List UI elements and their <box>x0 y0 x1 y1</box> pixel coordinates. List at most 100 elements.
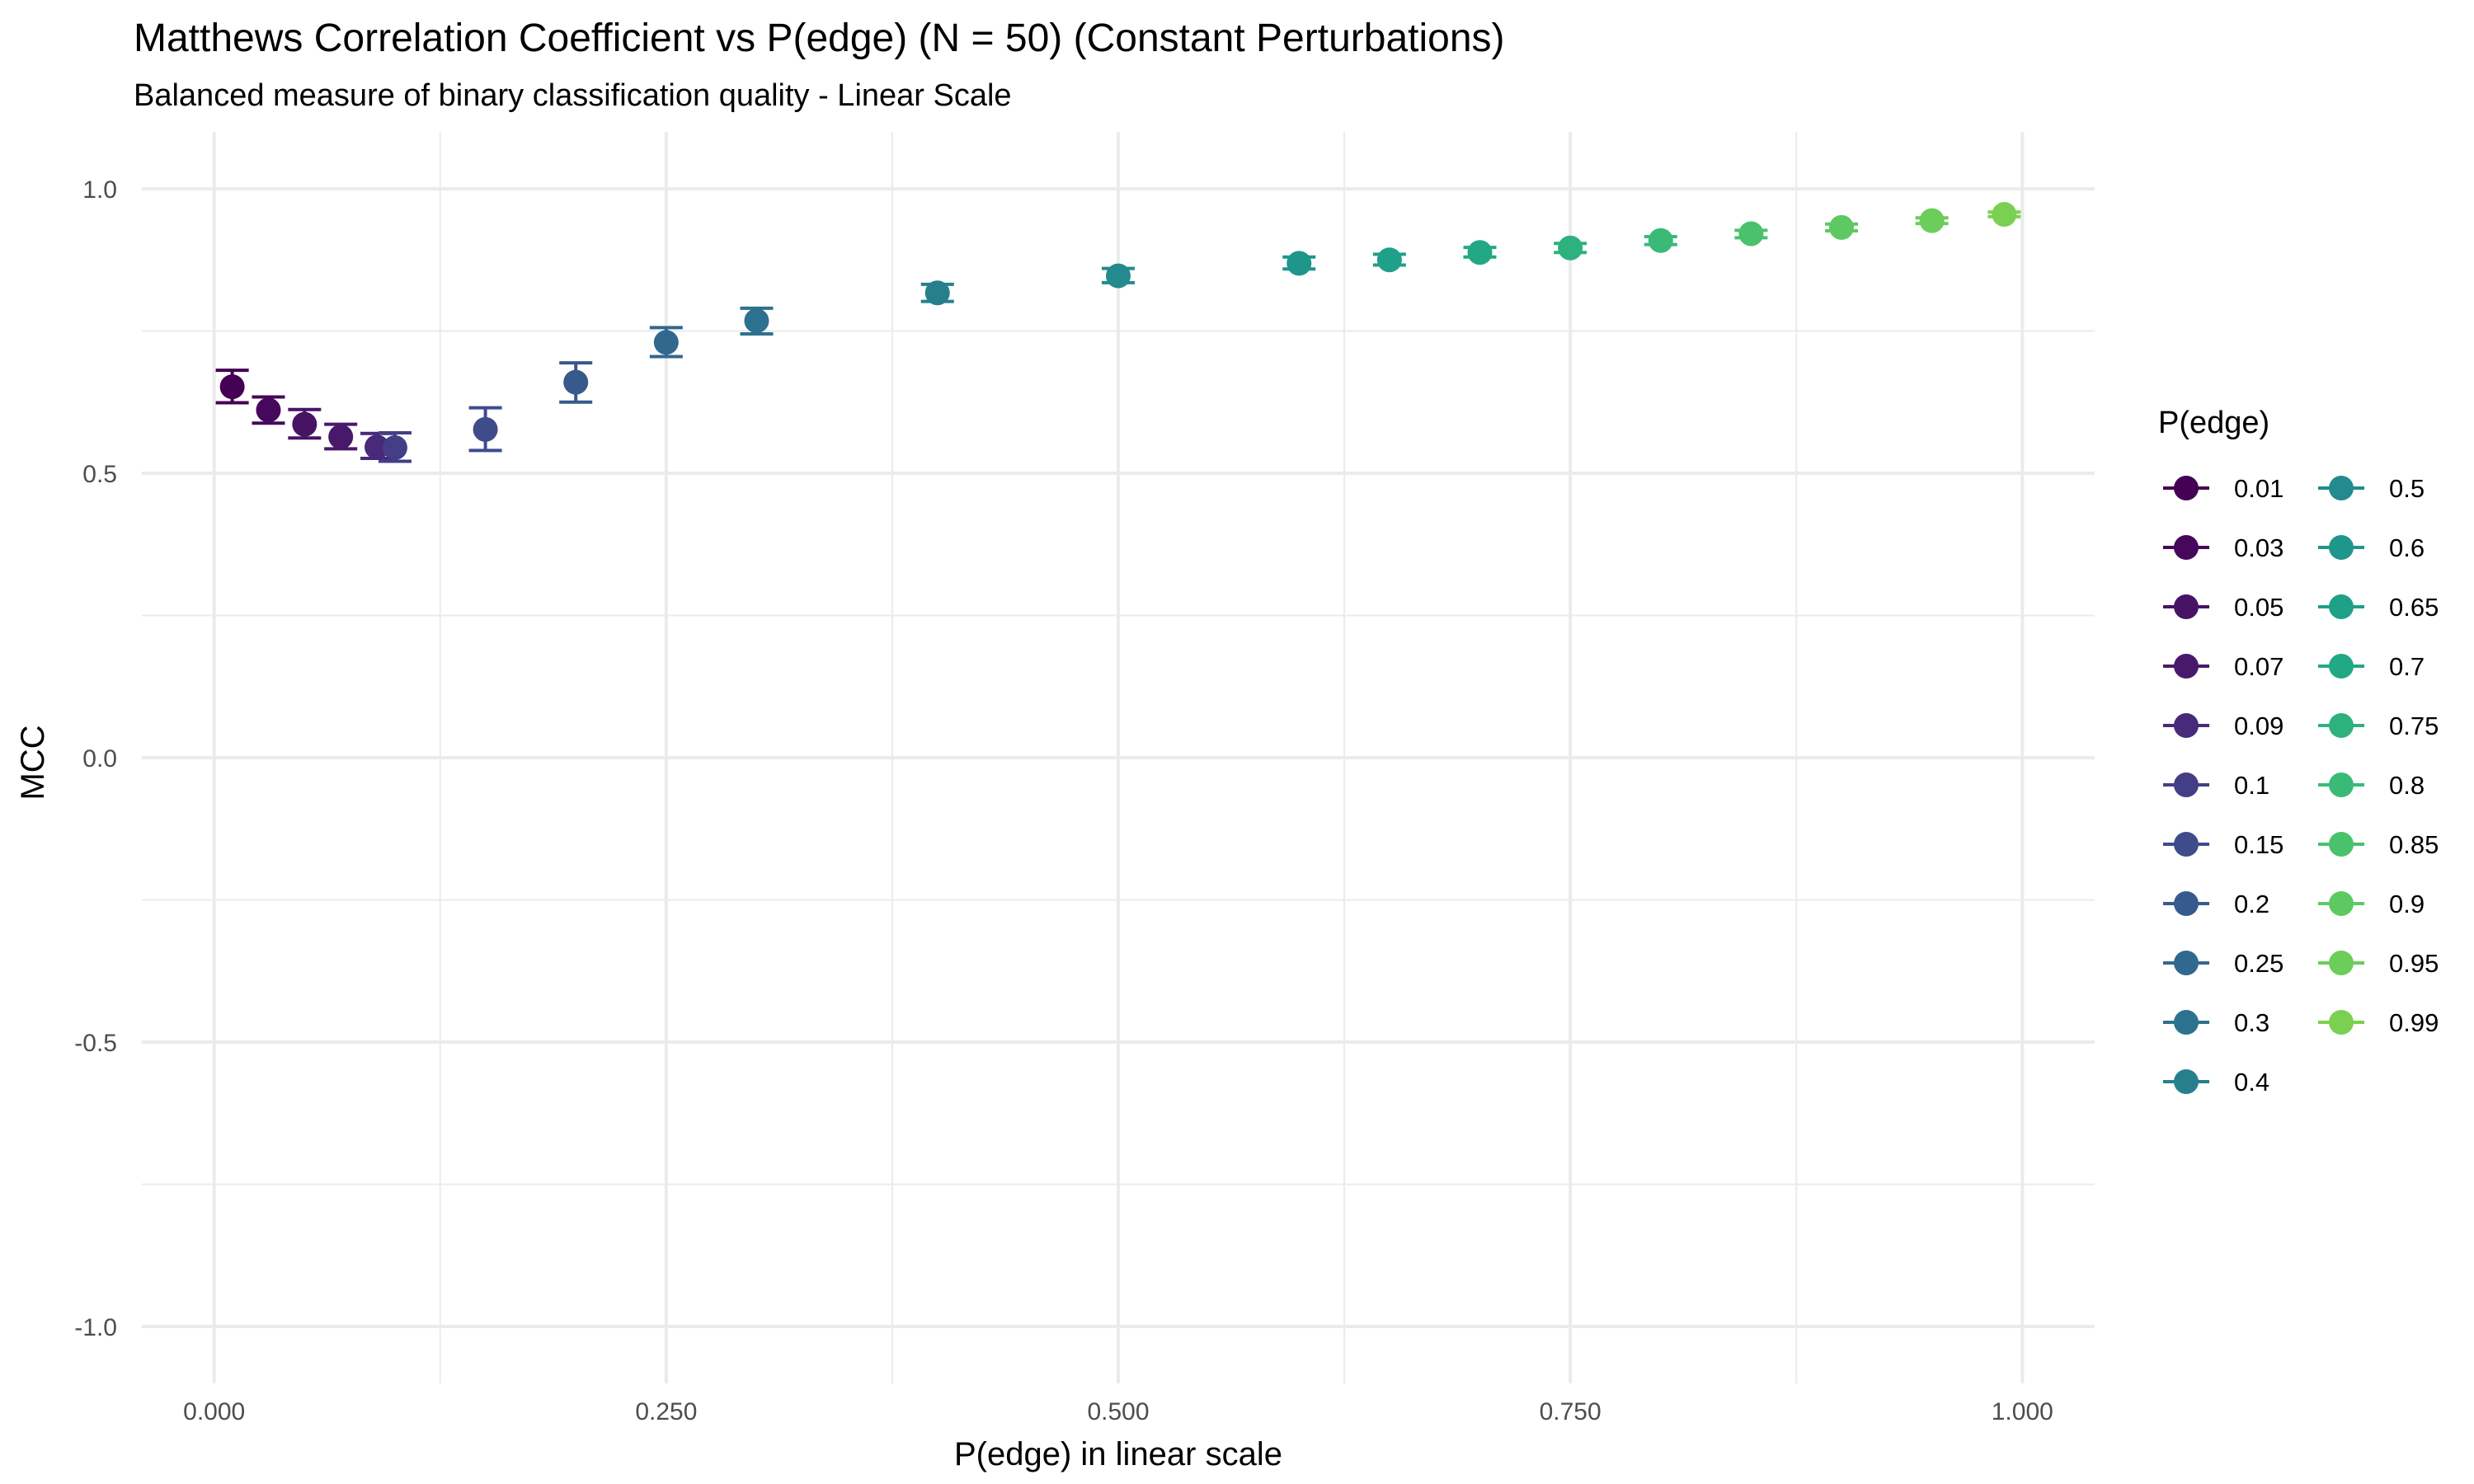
series-0.09 <box>360 431 394 461</box>
data-point <box>1376 247 1402 273</box>
legend-label: 0.8 <box>2389 771 2425 800</box>
legend-item-0.85: 0.85 <box>2318 830 2439 859</box>
legend-key-point <box>2174 773 2199 797</box>
data-point <box>1286 251 1312 276</box>
data-point <box>1738 221 1764 247</box>
legend-item-0.07: 0.07 <box>2163 652 2284 681</box>
x-tick-label: 0.000 <box>183 1398 245 1425</box>
legend-key-point <box>2174 1010 2199 1035</box>
series-0.15 <box>468 406 502 453</box>
series-0.4 <box>920 280 954 306</box>
data-point <box>924 280 950 306</box>
legend-label: 0.2 <box>2234 890 2269 918</box>
legend-label: 0.1 <box>2234 771 2269 800</box>
series-0.1 <box>378 431 412 463</box>
legend-key-point <box>2174 1069 2199 1094</box>
legend-label: 0.09 <box>2234 711 2284 740</box>
data-point <box>1558 235 1583 261</box>
legend-item-0.8: 0.8 <box>2318 771 2425 800</box>
legend-label: 0.03 <box>2234 533 2284 562</box>
legend-label: 0.6 <box>2389 533 2425 562</box>
legend-key-point <box>2174 951 2199 975</box>
legend-key-point <box>2174 654 2199 679</box>
legend-item-0.03: 0.03 <box>2163 533 2284 562</box>
legend-key-point <box>2329 594 2354 619</box>
y-tick-label: 0.0 <box>82 745 117 773</box>
legend-label: 0.05 <box>2234 593 2284 622</box>
legend-item-0.1: 0.1 <box>2163 771 2269 800</box>
data-point <box>256 397 281 423</box>
data-point <box>1919 208 1945 233</box>
x-tick-label: 0.500 <box>1087 1398 1149 1425</box>
legend-item-0.9: 0.9 <box>2318 890 2425 918</box>
legend-key-point <box>2329 1010 2354 1035</box>
y-tick-label: -0.5 <box>74 1030 117 1057</box>
legend-label: 0.15 <box>2234 830 2284 859</box>
legend-label: 0.9 <box>2389 890 2425 918</box>
data-point <box>1648 228 1673 253</box>
series-0.07 <box>324 422 358 451</box>
legend-key-point <box>2329 773 2354 797</box>
data-point <box>365 434 390 460</box>
x-tick-label: 0.750 <box>1540 1398 1602 1425</box>
legend-key-point <box>2329 654 2354 679</box>
y-axis-ticks: -1.0 -0.5 0.0 0.5 1.0 <box>74 176 117 1341</box>
legend-key-point <box>2329 951 2354 975</box>
legend-label: 0.07 <box>2234 652 2284 681</box>
series-0.3 <box>740 306 774 336</box>
series-0.99 <box>1987 202 2021 228</box>
legend-key-point <box>2329 891 2354 916</box>
legend-title: P(edge) <box>2158 406 2269 440</box>
data-point <box>473 416 498 442</box>
legend-label: 0.65 <box>2389 593 2439 622</box>
legend-item-0.09: 0.09 <box>2163 711 2284 740</box>
legend-label: 0.4 <box>2234 1068 2269 1097</box>
legend-key-point <box>2329 832 2354 857</box>
series-0.75 <box>1554 235 1587 261</box>
legend-label: 0.7 <box>2389 652 2425 681</box>
data-point <box>744 308 769 334</box>
legend-key-point <box>2174 594 2199 619</box>
series-0.85 <box>1734 221 1768 247</box>
y-axis-title: MCC <box>15 725 51 800</box>
x-axis-title: P(edge) in linear scale <box>954 1436 1282 1472</box>
legend-key-point <box>2329 476 2354 500</box>
legend-item-0.6: 0.6 <box>2318 533 2425 562</box>
data-point <box>1106 263 1131 289</box>
series-0.9 <box>1825 214 1859 240</box>
data-point <box>292 411 317 437</box>
legend-item-0.4: 0.4 <box>2163 1068 2269 1097</box>
series-0.65 <box>1372 247 1406 273</box>
data-point <box>328 424 354 449</box>
y-tick-label: 0.5 <box>82 461 117 488</box>
legend-key-point <box>2174 832 2199 857</box>
legend-item-0.3: 0.3 <box>2163 1008 2269 1037</box>
legend-key-point <box>2174 476 2199 500</box>
legend-key-point <box>2174 713 2199 738</box>
legend-key-point <box>2329 713 2354 738</box>
legend-key-point <box>2329 535 2354 560</box>
legend-label: 0.95 <box>2389 949 2439 978</box>
series-0.2 <box>559 361 593 404</box>
legend-key-point <box>2174 891 2199 916</box>
legend-label: 0.01 <box>2234 474 2284 503</box>
legend-label: 0.85 <box>2389 830 2439 859</box>
series-0.6 <box>1282 251 1316 276</box>
x-tick-label: 0.250 <box>635 1398 697 1425</box>
data-point <box>1829 214 1855 240</box>
legend-item-0.5: 0.5 <box>2318 474 2425 503</box>
series-0.8 <box>1644 228 1677 253</box>
legend-item-0.2: 0.2 <box>2163 890 2269 918</box>
legend-key-point <box>2174 535 2199 560</box>
legend-label: 0.99 <box>2389 1008 2439 1037</box>
legend-label: 0.5 <box>2389 474 2425 503</box>
legend-item-0.99: 0.99 <box>2318 1008 2439 1037</box>
series-0.7 <box>1463 240 1497 265</box>
series-0.95 <box>1915 208 1949 233</box>
legend-item-0.7: 0.7 <box>2318 652 2425 681</box>
data-point <box>1992 202 2017 228</box>
x-axis-ticks: 0.000 0.250 0.500 0.750 1.000 <box>183 1398 2053 1425</box>
series-0.05 <box>288 407 322 440</box>
legend-label: 0.75 <box>2389 711 2439 740</box>
